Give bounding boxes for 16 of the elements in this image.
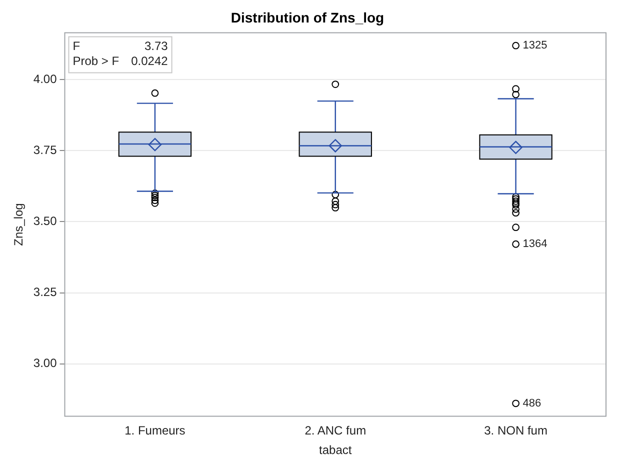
- x-tick-label: 2. ANC fum: [304, 424, 366, 438]
- chart-title: Distribution of Zns_log: [230, 9, 384, 26]
- annotation: 1325: [522, 40, 548, 52]
- y-tick-label: 3.25: [33, 285, 58, 300]
- annotation: 1364: [522, 238, 548, 250]
- y-tick-label: 4.00: [33, 72, 58, 86]
- x-tick-label: 3. NON fum: [484, 424, 548, 438]
- text: F 3.73: [72, 39, 168, 54]
- annotation: Prob > F 0.0242: [72, 54, 168, 68]
- x-axis-title: tabact: [319, 443, 352, 458]
- y-tick-label: 3.50: [33, 214, 58, 228]
- y-axis-title: Zns_log: [12, 203, 26, 246]
- y-tick-label: 3.00: [33, 356, 58, 370]
- annotation: 486: [522, 397, 542, 410]
- y-tick-label: 3.75: [33, 142, 58, 157]
- x-tick-label: 1. Fumeurs: [124, 424, 186, 438]
